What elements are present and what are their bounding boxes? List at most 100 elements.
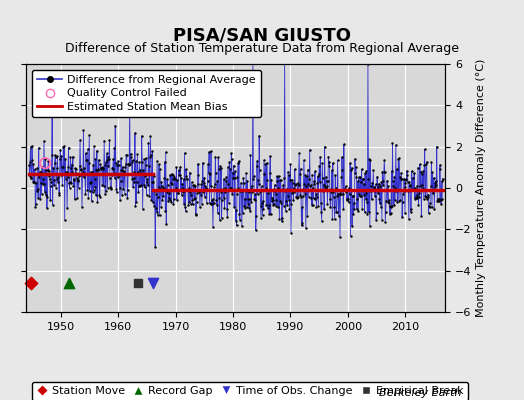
Point [290,189,299,196]
Point [350,211,358,218]
Point [310,178,318,184]
Point [106,184,115,190]
Point [388,140,397,147]
Point [294,194,302,200]
Point [136,166,145,173]
Point [403,178,412,185]
Point [237,180,245,186]
Point [338,167,346,173]
Point [438,196,446,202]
Point [69,153,77,160]
Point [181,208,190,214]
Point [226,185,235,192]
Point [249,173,258,180]
Point [107,186,115,192]
Point [293,180,302,186]
Point [160,175,169,181]
Point [149,179,157,185]
Point [436,196,445,203]
Point [305,146,314,153]
Point [101,191,110,198]
Point [254,191,262,197]
Point [57,153,66,159]
Point [219,186,227,193]
Point [299,186,308,192]
Point [399,188,408,194]
Point [357,193,365,199]
Point [394,155,402,162]
Point [384,183,392,190]
Point [348,223,356,229]
Point [176,164,184,170]
Point [360,181,368,187]
Point [385,200,393,206]
Point [297,194,305,200]
Point [141,162,150,168]
Point [171,187,180,193]
Point [130,179,138,185]
Point [66,154,74,161]
Point [414,202,423,208]
Point [401,180,410,186]
Point [339,206,347,212]
Point [296,192,304,198]
Point [282,198,290,204]
Point [214,154,222,161]
Point [185,169,194,176]
Point [284,169,292,175]
Point [337,174,346,181]
Point [262,202,270,208]
Point [203,178,212,184]
Point [97,164,106,171]
Point [87,179,95,186]
Point [172,164,181,170]
Point [40,170,49,177]
Point [269,186,278,192]
Point [439,175,447,182]
Point [291,180,300,187]
Point [269,202,277,208]
Point [170,173,179,180]
Point [59,143,68,150]
Point [170,196,178,203]
Point [174,190,182,197]
Point [253,162,261,169]
Point [407,209,415,215]
Point [68,161,76,168]
Point [214,166,223,172]
Point [156,166,164,172]
Point [100,183,108,189]
Point [333,157,342,164]
Point [365,209,373,215]
Point [427,159,435,166]
Point [205,200,214,206]
Point [352,164,360,170]
Point [429,187,438,194]
Point [291,166,299,172]
Point [76,137,84,144]
Point [407,206,416,212]
Point [222,178,230,184]
Point [62,169,71,175]
Point [329,189,337,196]
Point [166,172,174,178]
Point [340,186,348,192]
Point [250,196,258,202]
Point [431,180,439,186]
Point [225,200,233,206]
Point [318,218,326,224]
Point [63,205,71,212]
Point [177,186,185,192]
Point [397,176,406,182]
Point [155,184,163,190]
Point [266,170,274,176]
Point [332,185,340,192]
Text: PISA/SAN GIUSTO: PISA/SAN GIUSTO [173,26,351,44]
Point [235,211,244,217]
Point [80,165,89,172]
Point [217,214,226,221]
Point [288,190,297,196]
Point [102,159,110,165]
Point [50,160,59,166]
Point [281,208,290,214]
